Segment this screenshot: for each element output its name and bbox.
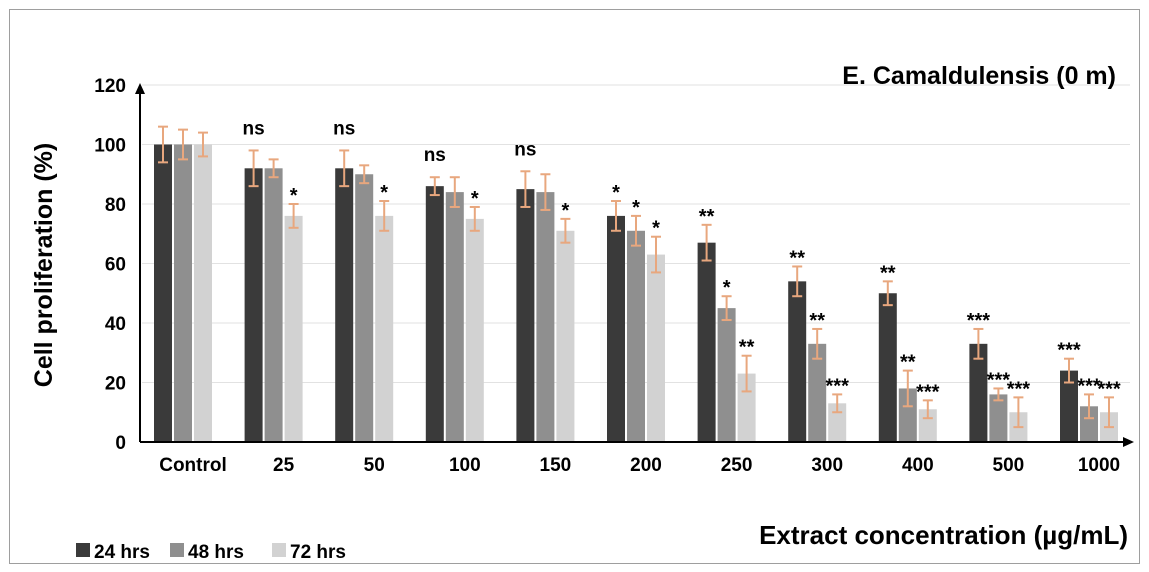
bar bbox=[516, 189, 535, 442]
x-tick-label: 100 bbox=[449, 455, 481, 476]
y-tick-label: 40 bbox=[105, 314, 126, 335]
x-tick-label: 250 bbox=[721, 455, 753, 476]
legend-swatch bbox=[272, 543, 286, 557]
axes bbox=[135, 83, 1134, 447]
bar bbox=[465, 218, 484, 442]
tick-labels: 0 20 40 60 80 100 120 Control 25 50 100 150 200 250 30… bbox=[94, 76, 1120, 476]
legend: 24 hrs 48 hrs 72 hrs bbox=[76, 542, 346, 563]
y-tick-label: 80 bbox=[105, 195, 126, 216]
bar bbox=[607, 215, 625, 442]
significance-labels: ns*ns*ns*ns*****************************… bbox=[243, 118, 1121, 403]
significance-label: ns bbox=[514, 139, 536, 160]
x-tick-label: 200 bbox=[630, 455, 662, 476]
bar bbox=[647, 254, 665, 442]
legend-swatch bbox=[170, 543, 184, 557]
significance-label: * bbox=[652, 218, 660, 240]
significance-label: *** bbox=[1097, 378, 1121, 400]
x-tick-label: 300 bbox=[811, 455, 843, 476]
bar bbox=[335, 168, 354, 443]
x-axis-arrow bbox=[1123, 437, 1134, 447]
significance-label: *** bbox=[1057, 340, 1081, 362]
significance-label: ** bbox=[789, 247, 805, 269]
x-tick-label: Control bbox=[159, 455, 227, 476]
bar bbox=[174, 144, 192, 442]
significance-label: ns bbox=[424, 145, 446, 166]
bar bbox=[627, 230, 645, 442]
bar bbox=[556, 230, 575, 442]
chart-title: E. Camaldulensis (0 m) bbox=[842, 62, 1116, 90]
x-tick-label: 50 bbox=[364, 455, 385, 476]
significance-label: ** bbox=[880, 262, 896, 284]
bar bbox=[244, 168, 263, 443]
y-tick-label: 0 bbox=[115, 433, 126, 454]
bar bbox=[898, 388, 917, 442]
y-axis-arrow bbox=[135, 83, 145, 94]
x-tick-label: 400 bbox=[902, 455, 934, 476]
bar bbox=[1060, 370, 1078, 442]
bar bbox=[1080, 406, 1098, 442]
significance-label: ** bbox=[900, 352, 916, 374]
legend-label: 72 hrs bbox=[290, 542, 346, 563]
significance-label: * bbox=[380, 182, 388, 204]
bar bbox=[989, 394, 1008, 442]
y-tick-label: 120 bbox=[94, 76, 126, 97]
y-tick-label: 20 bbox=[105, 374, 126, 395]
x-tick-label: 1000 bbox=[1078, 455, 1120, 476]
bar bbox=[697, 242, 716, 442]
bar bbox=[194, 144, 212, 442]
significance-label: * bbox=[562, 200, 570, 222]
x-tick-label: 25 bbox=[273, 455, 295, 476]
bar bbox=[425, 186, 444, 442]
significance-label: *** bbox=[826, 375, 850, 397]
significance-label: * bbox=[290, 185, 298, 207]
x-tick-label: 150 bbox=[540, 455, 572, 476]
bar bbox=[808, 343, 827, 442]
significance-label: *** bbox=[967, 310, 991, 332]
significance-label: ** bbox=[699, 206, 715, 228]
bar bbox=[969, 343, 988, 442]
y-tick-label: 100 bbox=[94, 136, 126, 157]
significance-label: * bbox=[632, 197, 640, 219]
significance-label: ns bbox=[243, 118, 265, 139]
significance-label: *** bbox=[1077, 375, 1101, 397]
legend-label: 24 hrs bbox=[94, 542, 150, 563]
significance-label: *** bbox=[1007, 378, 1031, 400]
bar bbox=[284, 215, 303, 442]
significance-label: * bbox=[612, 182, 620, 204]
bar bbox=[788, 281, 807, 442]
x-tick-label: 500 bbox=[993, 455, 1025, 476]
legend-label: 48 hrs bbox=[188, 542, 244, 563]
bar bbox=[878, 293, 897, 442]
significance-label: *** bbox=[916, 381, 940, 403]
x-axis-label: Extract concentration (µg/mL) bbox=[759, 520, 1128, 550]
significance-label: * bbox=[723, 277, 731, 299]
y-axis-label: Cell proliferation (%) bbox=[30, 143, 58, 387]
bar bbox=[375, 215, 394, 442]
significance-label: * bbox=[471, 188, 479, 210]
significance-label: *** bbox=[987, 369, 1011, 391]
bars bbox=[154, 125, 1118, 443]
y-tick-label: 60 bbox=[105, 255, 126, 276]
significance-label: ** bbox=[739, 337, 755, 359]
legend-swatch bbox=[76, 543, 90, 557]
gridlines bbox=[142, 84, 1130, 383]
bar bbox=[536, 192, 555, 442]
bar bbox=[154, 144, 172, 442]
significance-label: ** bbox=[809, 310, 825, 332]
bar bbox=[355, 174, 374, 442]
bar bbox=[717, 308, 736, 442]
bar bbox=[445, 192, 464, 442]
significance-label: ns bbox=[333, 118, 355, 139]
bar bbox=[264, 168, 283, 443]
